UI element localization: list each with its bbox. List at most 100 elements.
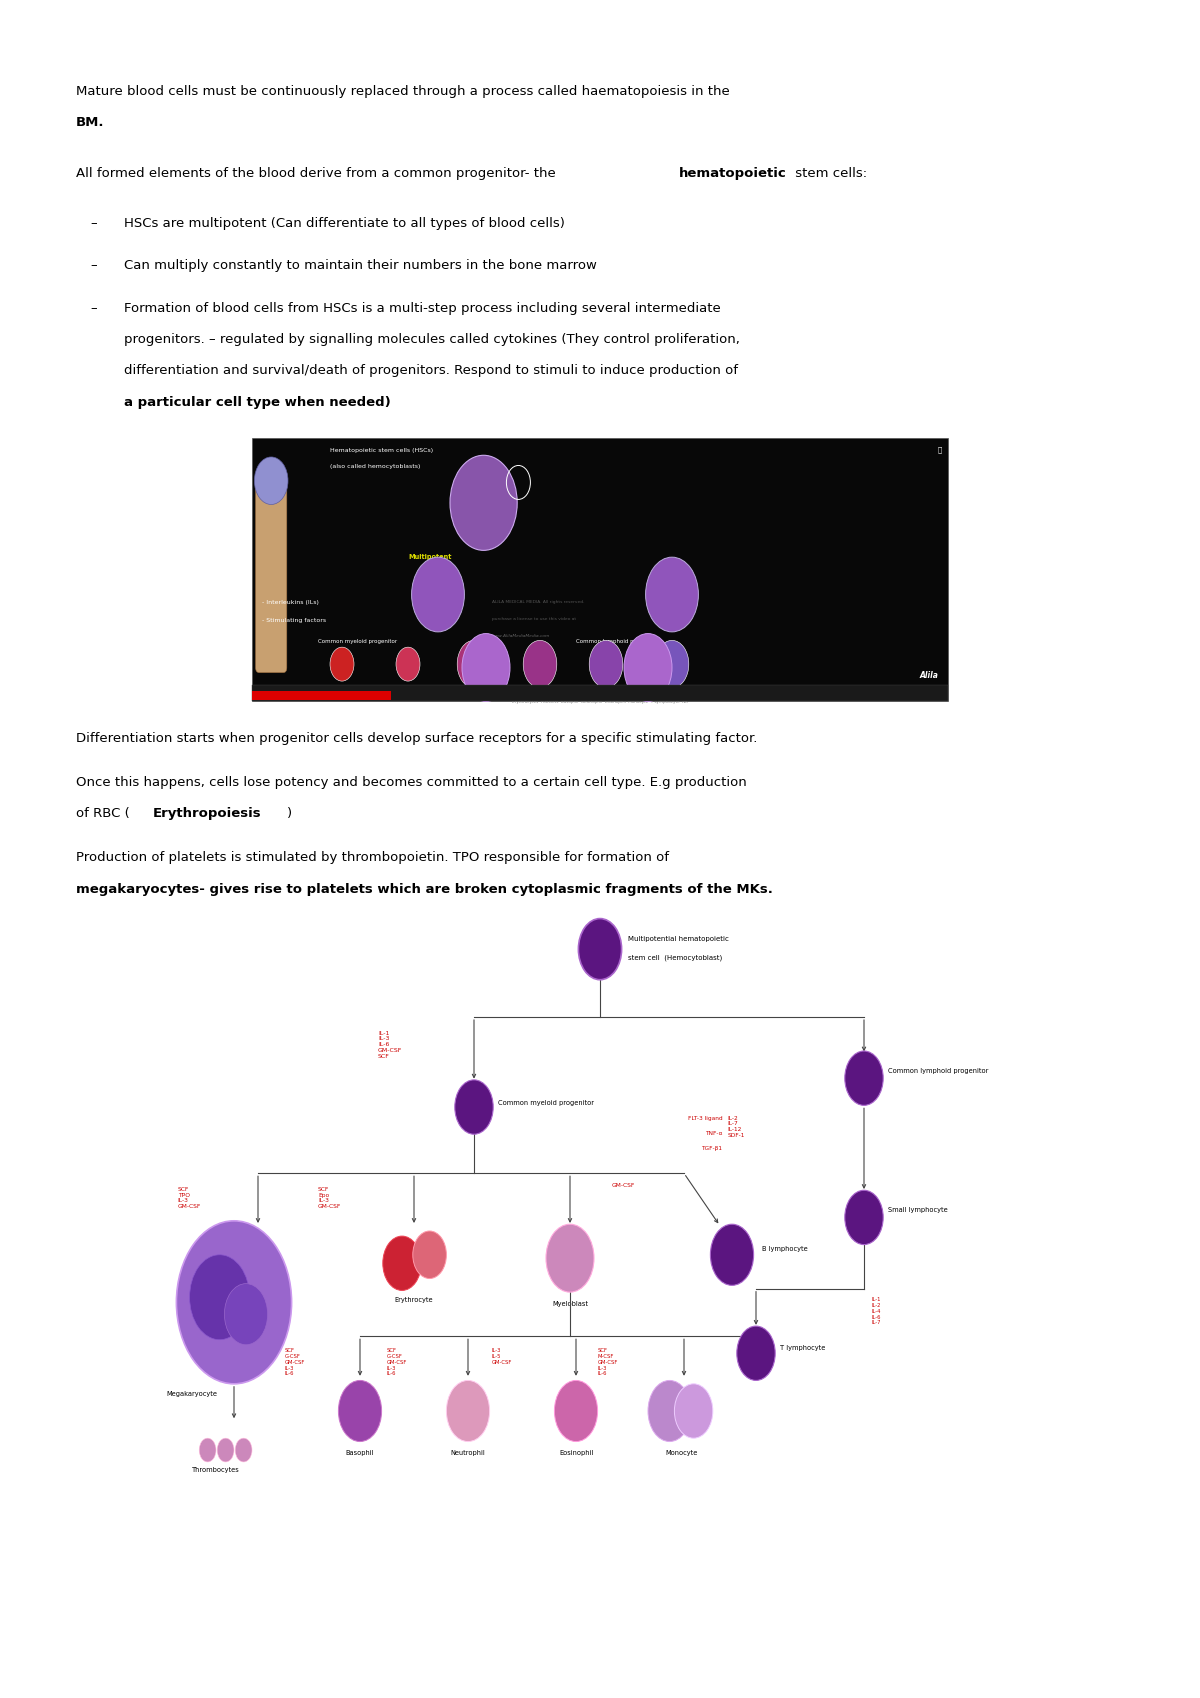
Text: ▶  ⏭  ◄   0:57:10: ▶ ⏭ ◄ 0:57:10 <box>257 688 290 691</box>
Text: –: – <box>90 302 97 314</box>
FancyBboxPatch shape <box>252 684 948 701</box>
FancyBboxPatch shape <box>252 438 948 701</box>
Circle shape <box>450 455 517 550</box>
Circle shape <box>235 1438 252 1462</box>
Circle shape <box>845 1051 883 1105</box>
Text: IL-2
IL-7
IL-12
SDF-1: IL-2 IL-7 IL-12 SDF-1 <box>727 1116 744 1138</box>
Text: Differentiation starts when progenitor cells develop surface receptors for a spe: Differentiation starts when progenitor c… <box>76 732 757 745</box>
Text: FLT-3 ligand: FLT-3 ligand <box>688 1116 722 1121</box>
Text: Thrombocytes: Thrombocytes <box>192 1467 240 1474</box>
Circle shape <box>217 1438 234 1462</box>
Text: Can multiply constantly to maintain their numbers in the bone marrow: Can multiply constantly to maintain thei… <box>124 260 596 272</box>
Text: stem cells:: stem cells: <box>791 166 866 180</box>
Text: IL-3
IL-5
GM-CSF: IL-3 IL-5 GM-CSF <box>492 1348 512 1365</box>
Text: SCF
M-CSF
GM-CSF
IL-3
IL-6: SCF M-CSF GM-CSF IL-3 IL-6 <box>598 1348 618 1377</box>
Text: SCF
Epo
IL-3
GM-CSF: SCF Epo IL-3 GM-CSF <box>318 1187 341 1209</box>
Circle shape <box>396 647 420 681</box>
Text: B lymphocyte: B lymphocyte <box>762 1246 808 1253</box>
Text: (also called hemocytoblasts): (also called hemocytoblasts) <box>330 464 420 469</box>
Text: Eosinophil: Eosinophil <box>559 1450 593 1457</box>
Text: IL-1
IL-2
IL-4
IL-6
IL-7: IL-1 IL-2 IL-4 IL-6 IL-7 <box>871 1297 881 1326</box>
Text: Myeloblast: Myeloblast <box>420 696 449 701</box>
Text: TGF-β1: TGF-β1 <box>701 1146 722 1151</box>
Text: of RBC (: of RBC ( <box>76 808 130 820</box>
Text: Formation of blood cells from HSCs is a multi-step process including several int: Formation of blood cells from HSCs is a … <box>124 302 720 314</box>
Text: HSCs are multipotent (Can differentiate to all types of blood cells): HSCs are multipotent (Can differentiate … <box>124 217 564 229</box>
Text: TNF-α: TNF-α <box>706 1131 722 1136</box>
Text: ALILA MEDICAL MEDIA. All rights reserved.: ALILA MEDICAL MEDIA. All rights reserved… <box>492 599 584 603</box>
Circle shape <box>737 1326 775 1380</box>
Circle shape <box>589 640 623 688</box>
Text: - Interleukins (ILs): - Interleukins (ILs) <box>262 599 318 604</box>
Text: megakaryocytes- gives rise to platelets which are broken cytoplasmic fragments o: megakaryocytes- gives rise to platelets … <box>76 883 773 897</box>
Text: Lymphoblast: Lymphoblast <box>600 696 634 701</box>
Text: hematopoietic: hematopoietic <box>679 166 787 180</box>
Circle shape <box>646 557 698 632</box>
Text: –: – <box>90 260 97 272</box>
Text: SCF
G-CSF
GM-CSF
IL-3
IL-6: SCF G-CSF GM-CSF IL-3 IL-6 <box>386 1348 407 1377</box>
Circle shape <box>845 1190 883 1245</box>
Circle shape <box>554 1380 598 1442</box>
Text: IL-1
IL-3
IL-6
GM-CSF
SCF: IL-1 IL-3 IL-6 GM-CSF SCF <box>378 1031 402 1060</box>
Text: - Stimulating factors: - Stimulating factors <box>262 618 325 623</box>
Text: Common myeloid progenitor: Common myeloid progenitor <box>498 1100 594 1107</box>
Text: Alila: Alila <box>919 671 938 679</box>
Circle shape <box>578 919 622 980</box>
Circle shape <box>624 633 672 701</box>
Text: SCF
G-CSF
GM-CSF
IL-3
IL-6: SCF G-CSF GM-CSF IL-3 IL-6 <box>284 1348 305 1377</box>
Text: Multipotent: Multipotent <box>408 554 451 560</box>
Text: SCF
TPO
IL-3
GM-CSF: SCF TPO IL-3 GM-CSF <box>178 1187 200 1209</box>
Circle shape <box>176 1221 292 1384</box>
Text: purchase a license to use this video at: purchase a license to use this video at <box>492 616 576 620</box>
Circle shape <box>254 457 288 504</box>
Circle shape <box>457 640 491 688</box>
Text: T lymphocyte: T lymphocyte <box>780 1345 826 1352</box>
Circle shape <box>674 1384 713 1438</box>
Circle shape <box>330 647 354 681</box>
Text: www.AlilaMediaMedia.com: www.AlilaMediaMedia.com <box>492 633 551 637</box>
Text: All formed elements of the blood derive from a common progenitor- the: All formed elements of the blood derive … <box>76 166 559 180</box>
Text: Myeloblast: Myeloblast <box>552 1301 588 1307</box>
Text: Basophil: Basophil <box>346 1450 374 1457</box>
Circle shape <box>462 633 510 701</box>
Circle shape <box>190 1255 250 1340</box>
Circle shape <box>338 1380 382 1442</box>
Text: Production of platelets is stimulated by thrombopoietin. TPO responsible for for: Production of platelets is stimulated by… <box>76 851 668 864</box>
Text: Erythropoiesis: Erythropoiesis <box>154 808 262 820</box>
Circle shape <box>412 557 464 632</box>
Circle shape <box>446 1380 490 1442</box>
Text: Neutrophil: Neutrophil <box>451 1450 485 1457</box>
Text: ⓘ: ⓘ <box>937 447 942 453</box>
FancyBboxPatch shape <box>252 691 391 700</box>
Circle shape <box>383 1236 421 1290</box>
Text: Common myeloid progenitor: Common myeloid progenitor <box>318 638 397 644</box>
Text: differentiation and survival/death of progenitors. Respond to stimuli to induce : differentiation and survival/death of pr… <box>124 365 738 377</box>
Text: GM-CSF: GM-CSF <box>612 1184 635 1189</box>
Text: Mature blood cells must be continuously replaced through a process called haemat: Mature blood cells must be continuously … <box>76 85 730 98</box>
Circle shape <box>199 1438 216 1462</box>
Text: Once this happens, cells lose potency and becomes committed to a certain cell ty: Once this happens, cells lose potency an… <box>76 776 746 790</box>
Text: Hematopoietic stem cells (HSCs): Hematopoietic stem cells (HSCs) <box>330 448 433 453</box>
Circle shape <box>224 1284 268 1345</box>
Circle shape <box>710 1224 754 1285</box>
Text: Small lymphocyte: Small lymphocyte <box>888 1207 948 1214</box>
Text: Common lymphoid progenitor: Common lymphoid progenitor <box>888 1068 989 1075</box>
Text: BM.: BM. <box>76 117 104 129</box>
Circle shape <box>546 1224 594 1292</box>
Text: stem cell  (Hemocytoblast): stem cell (Hemocytoblast) <box>628 954 722 961</box>
Circle shape <box>648 1380 691 1442</box>
Circle shape <box>413 1231 446 1279</box>
FancyBboxPatch shape <box>256 479 287 672</box>
Text: progenitors. – regulated by signalling molecules called cytokines (They control : progenitors. – regulated by signalling m… <box>124 333 739 346</box>
Text: Common lymphoid progenitor: Common lymphoid progenitor <box>576 638 659 644</box>
Circle shape <box>523 640 557 688</box>
Text: Erythrocyte: Erythrocyte <box>395 1297 433 1304</box>
Text: ): ) <box>287 808 292 820</box>
Text: Multipotential hematopoietic: Multipotential hematopoietic <box>628 936 728 942</box>
Text: Monocyte: Monocyte <box>666 1450 697 1457</box>
Circle shape <box>655 640 689 688</box>
Text: –: – <box>90 217 97 229</box>
Text: Erythrocytes  Platelets  Basophil  Neutrophil  Eosinophil  Monocyte  T Lymphocyt: Erythrocytes Platelets Basophil Neutroph… <box>512 700 688 703</box>
Text: a particular cell type when needed): a particular cell type when needed) <box>124 396 390 409</box>
Text: Megakaryocyte: Megakaryocyte <box>167 1391 217 1397</box>
